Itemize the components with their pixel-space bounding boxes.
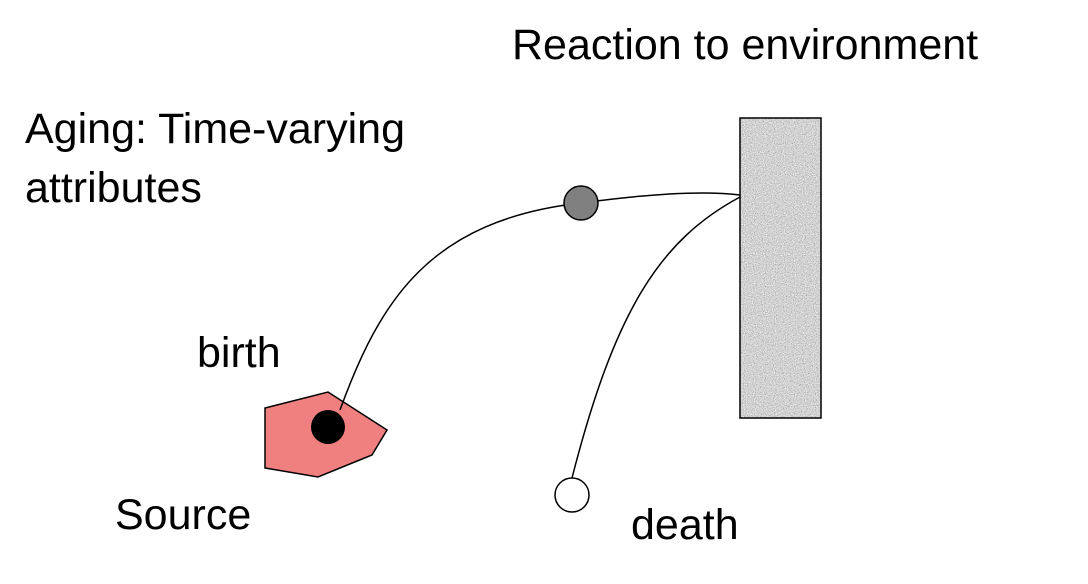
- aging-label-line1: Aging: Time-varying: [25, 105, 405, 153]
- aging-label-line2: attributes: [25, 164, 202, 212]
- birth-dot: [311, 410, 345, 444]
- trajectory-wall-to-death: [571, 196, 741, 479]
- source-label: Source: [115, 491, 252, 539]
- birth-label: birth: [197, 329, 281, 377]
- death-dot: [554, 477, 590, 513]
- reaction-label: Reaction to environment: [512, 21, 979, 69]
- death-label: death: [631, 501, 739, 549]
- trajectory-birth-to-wall: [339, 192, 741, 411]
- aging-agent-dot: [563, 185, 599, 221]
- environment-wall: [739, 117, 822, 419]
